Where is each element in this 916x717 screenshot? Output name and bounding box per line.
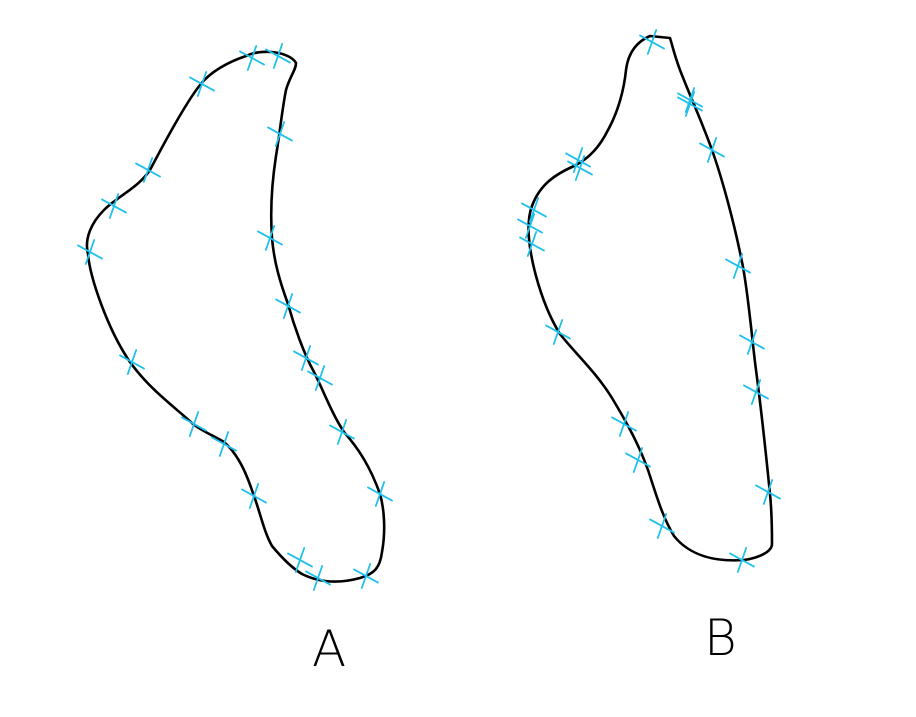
shape-a-markers	[77, 43, 393, 591]
cross-marker-icon	[677, 87, 703, 113]
cross-marker-icon	[565, 147, 591, 173]
cross-marker-icon	[101, 193, 127, 219]
cross-marker-icon	[267, 121, 293, 147]
shape-b-label: B	[704, 609, 737, 667]
cross-marker-icon	[367, 481, 393, 507]
cross-marker-icon	[545, 319, 571, 345]
cross-marker-icon	[743, 379, 769, 405]
cross-marker-icon	[625, 447, 651, 473]
shape-a-label: A	[312, 620, 346, 678]
cross-marker-icon	[739, 329, 765, 355]
cross-marker-icon	[755, 479, 781, 505]
cross-marker-icon	[119, 349, 145, 375]
cross-marker-icon	[677, 91, 703, 117]
cross-marker-icon	[239, 45, 265, 71]
cross-marker-icon	[265, 43, 291, 69]
cross-marker-icon	[567, 155, 593, 181]
cross-marker-icon	[519, 231, 545, 257]
cross-marker-icon	[353, 563, 379, 589]
cross-marker-icon	[517, 213, 543, 239]
shape-b-outline	[527, 34, 774, 562]
cross-marker-icon	[725, 253, 751, 279]
shape-a-outline	[85, 50, 386, 583]
shape-a: A	[77, 43, 393, 678]
cross-marker-icon	[521, 197, 547, 223]
shape-b-markers	[517, 29, 781, 573]
cross-marker-icon	[729, 547, 755, 573]
cross-marker-icon	[189, 71, 215, 97]
cross-marker-icon	[611, 411, 637, 437]
cross-marker-icon	[305, 565, 331, 591]
cross-marker-icon	[275, 293, 301, 319]
cross-marker-icon	[211, 431, 237, 457]
cross-marker-icon	[181, 411, 207, 437]
cross-marker-icon	[329, 419, 355, 445]
cross-marker-icon	[135, 157, 161, 183]
cross-marker-icon	[699, 137, 725, 163]
cross-marker-icon	[77, 239, 103, 265]
cross-marker-icon	[649, 513, 675, 539]
cross-marker-icon	[639, 29, 665, 55]
cross-marker-icon	[257, 225, 283, 251]
cross-marker-icon	[307, 365, 333, 391]
cross-marker-icon	[287, 547, 313, 573]
shape-b: B	[517, 29, 781, 667]
cross-marker-icon	[293, 345, 319, 371]
cross-marker-icon	[241, 483, 267, 509]
